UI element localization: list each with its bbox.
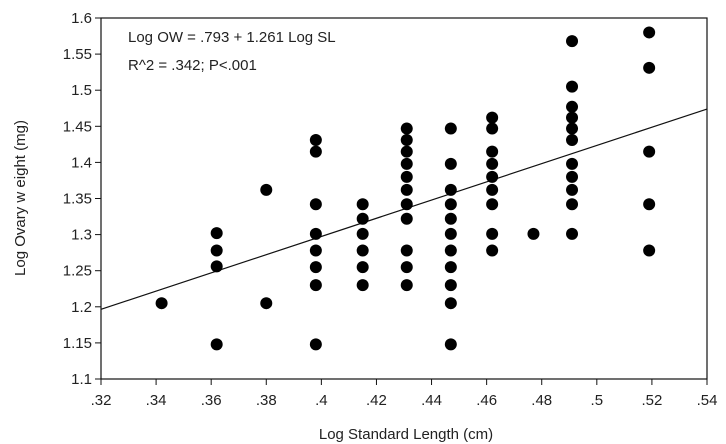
y-tick-label: 1.1 [71,371,92,388]
data-point [566,227,579,240]
data-point [643,26,656,39]
y-axis-label: Log Ovary w eight (mg) [12,120,29,276]
axes: .32 .34 .36 .38 .4 .42 .44 .46 .48 .5 .52 .54 1.1 1.1… [63,10,718,409]
data-point [356,227,369,240]
data-point [400,157,413,170]
data-point [309,227,322,240]
data-point [643,61,656,74]
y-tick-label: 1.55 [63,46,92,63]
x-axis-label: Log Standard Length (cm) [319,426,493,443]
data-point [486,145,499,158]
x-tick-label: .42 [366,392,387,409]
data-point [444,227,457,240]
x-tick-label: .48 [531,392,552,409]
data-point [400,261,413,274]
data-point [444,279,457,292]
data-point [444,198,457,211]
data-point [400,198,413,211]
x-tick-label: .4 [315,392,328,409]
data-point [260,183,273,196]
data-point [400,170,413,183]
data-point [400,244,413,257]
data-point [309,134,322,147]
annotation-r-squared: R^2 = .342; P<.001 [128,57,257,74]
data-point [486,122,499,135]
data-point [566,111,579,124]
data-point [444,244,457,257]
data-point [356,244,369,257]
data-point [444,157,457,170]
data-point [444,261,457,274]
data-point [566,183,579,196]
data-point [486,170,499,183]
data-point [444,297,457,310]
data-point [210,260,223,273]
data-point [486,183,499,196]
y-tick-label: 1.25 [63,263,92,280]
data-points [155,26,656,351]
data-point [400,183,413,196]
data-point [155,297,168,310]
x-tick-label: .36 [201,392,222,409]
data-point [356,279,369,292]
data-point [527,227,540,240]
x-tick-label: .44 [421,392,442,409]
data-point [566,198,579,211]
y-tick-label: 1.35 [63,191,92,208]
data-point [486,157,499,170]
data-point [486,244,499,257]
data-point [566,100,579,113]
data-point [356,212,369,225]
data-point [444,338,457,351]
data-point [309,261,322,274]
data-point [309,279,322,292]
data-point [309,244,322,257]
x-tick-label: .5 [591,392,604,409]
data-point [566,80,579,93]
data-point [643,198,656,211]
data-point [444,212,457,225]
data-point [400,279,413,292]
y-tick-label: 1.4 [71,154,92,171]
data-point [444,183,457,196]
data-point [486,198,499,211]
y-tick-label: 1.3 [71,227,92,244]
data-point [486,111,499,124]
x-tick-label: .52 [641,392,662,409]
data-point [444,122,457,135]
y-tick-label: 1.15 [63,335,92,352]
data-point [260,297,273,310]
data-point [400,145,413,158]
data-point [566,170,579,183]
data-point [356,198,369,211]
data-point [400,212,413,225]
data-point [566,35,579,48]
y-tick-label: 1.6 [71,10,92,27]
x-tick-label: .34 [146,392,167,409]
x-tick-label: .32 [91,392,112,409]
data-point [566,134,579,147]
data-point [309,145,322,158]
data-point [566,122,579,135]
data-point [643,145,656,158]
data-point [210,338,223,351]
y-tick-label: 1.5 [71,82,92,99]
data-point [400,134,413,147]
data-point [309,338,322,351]
data-point [210,227,223,240]
data-point [400,122,413,135]
x-tick-label: .46 [476,392,497,409]
data-point [643,244,656,257]
y-tick-label: 1.45 [63,118,92,135]
data-point [309,198,322,211]
data-point [210,244,223,257]
x-tick-label: .38 [256,392,277,409]
y-tick-label: 1.2 [71,299,92,316]
data-point [566,157,579,170]
data-point [486,227,499,240]
data-point [356,261,369,274]
x-tick-label: .54 [697,392,718,409]
annotation-equation: Log OW = .793 + 1.261 Log SL [128,29,336,46]
